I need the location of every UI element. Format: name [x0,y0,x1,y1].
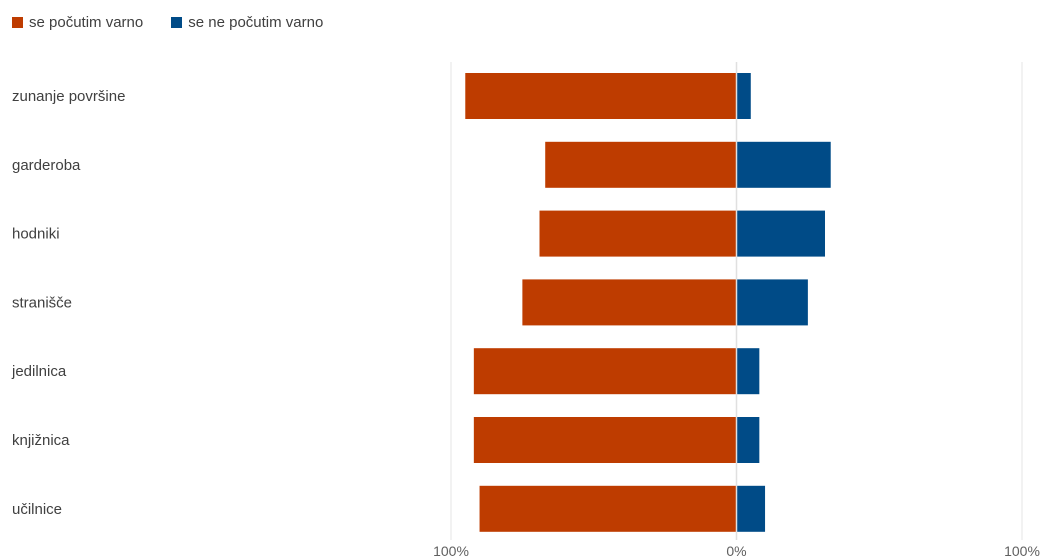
bar-unsafe [736,485,766,532]
legend-swatch-unsafe [171,17,183,28]
category-label: garderoba [12,157,81,174]
legend: se počutim varno se ne počutim varno [12,14,351,31]
bar-unsafe [736,210,826,257]
bar-safe [465,73,737,119]
legend-item-unsafe[interactable]: se ne počutim varno [171,14,323,31]
bar-safe [539,210,737,257]
category-label: učilnice [12,501,62,518]
bar-unsafe [736,141,831,188]
bar-safe [479,485,737,532]
bar-unsafe [736,279,808,326]
x-tick-label: 100% [433,543,469,559]
category-label: jedilnica [11,363,67,380]
category-label: knjižnica [12,432,70,449]
x-tick-label: 0% [726,543,746,559]
legend-label-safe: se počutim varno [29,14,144,31]
bar-safe [522,279,737,326]
bar-unsafe [736,417,760,463]
legend-label-unsafe: se ne počutim varno [188,14,324,31]
bar-safe [545,141,737,188]
category-label: zunanje površine [12,88,125,105]
legend-item-safe[interactable]: se počutim varno [12,14,143,31]
category-label: stranišče [12,294,72,311]
x-tick-label: 100% [1004,543,1040,559]
category-label: hodniki [12,226,60,243]
legend-swatch-safe [12,17,23,28]
bar-unsafe [736,73,751,119]
bar-safe [473,417,737,463]
bar-unsafe [736,348,760,395]
bar-safe [473,348,737,395]
